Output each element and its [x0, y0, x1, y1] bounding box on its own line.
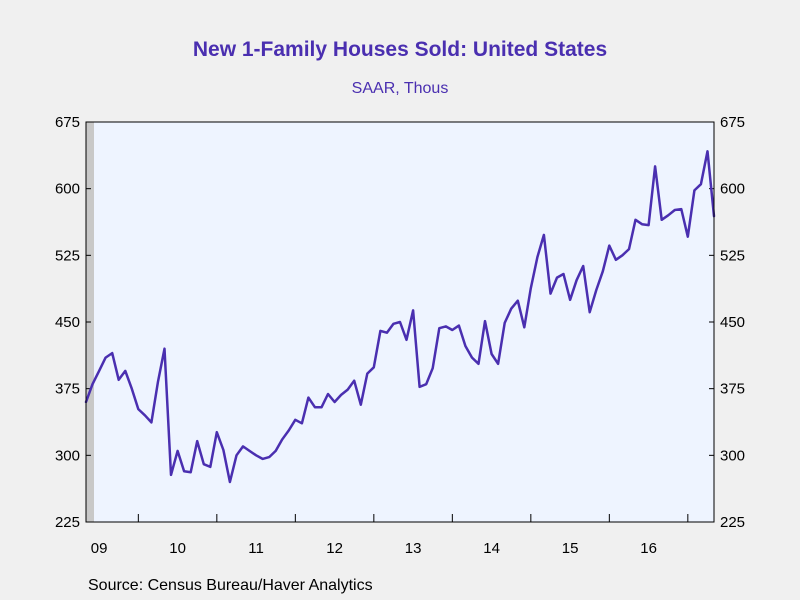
y-tick-label-right: 675: [720, 114, 745, 131]
y-tick-label-left: 450: [55, 314, 80, 331]
y-tick-label-right: 450: [720, 314, 745, 331]
y-tick-label-left: 525: [55, 247, 80, 264]
y-tick-label-right: 300: [720, 447, 745, 464]
y-tick-label-right: 525: [720, 247, 745, 264]
source-note: Source: Census Bureau/Haver Analytics: [88, 577, 373, 594]
y-tick-label-left: 225: [55, 514, 80, 531]
x-tick-label: 11: [248, 540, 264, 557]
plot-frame: [85, 121, 715, 523]
y-tick-label-right: 375: [720, 381, 745, 398]
x-tick-label: 13: [405, 540, 422, 557]
series-line: [84, 150, 716, 484]
y-tick-label-right: 600: [720, 181, 745, 198]
x-tick-label: 16: [640, 540, 657, 557]
chart-title: New 1-Family Houses Sold: United States: [192, 38, 608, 61]
x-tick-label: 12: [326, 540, 343, 557]
y-tick-label-left: 600: [55, 181, 80, 198]
x-tick-label: 10: [169, 540, 186, 557]
x-tick-label: 09: [91, 540, 108, 557]
y-tick-label-right: 225: [720, 514, 745, 531]
chart-subtitle: SAAR, Thous: [351, 80, 449, 97]
y-tick-label-left: 300: [55, 447, 80, 464]
x-tick-label: 15: [562, 540, 579, 557]
y-tick-label-left: 675: [55, 114, 80, 131]
x-tick-label: 14: [483, 540, 500, 557]
y-tick-label-left: 375: [55, 381, 80, 398]
